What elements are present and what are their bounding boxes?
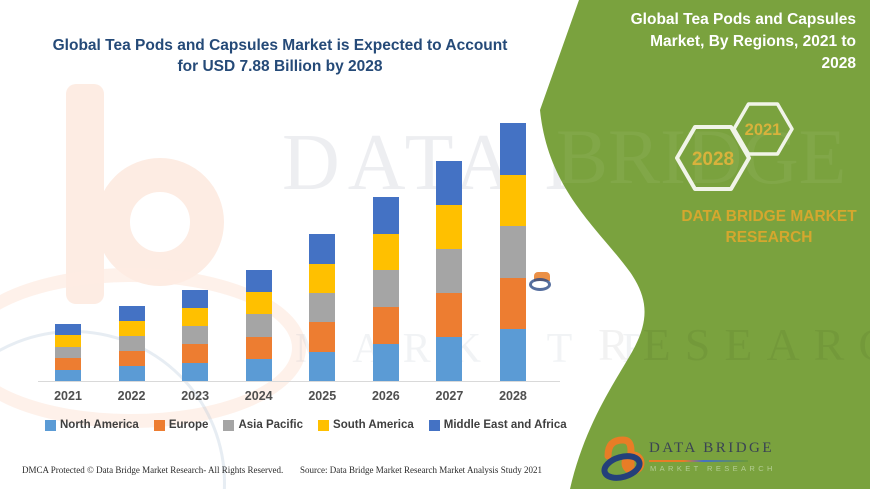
chart-title: Global Tea Pods and Capsules Market is E…: [40, 35, 520, 77]
legend-item-asia-pacific: Asia Pacific: [223, 419, 303, 431]
legend-item-middle-east-and-africa: Middle East and Africa: [428, 419, 567, 431]
bar-2027: [436, 160, 463, 381]
x-axis-label-2025: 2025: [308, 389, 337, 403]
footer-source-text: Source: Data Bridge Market Research Mark…: [300, 465, 542, 475]
legend-item-north-america: North America: [45, 419, 139, 431]
legend-swatch-asia-pacific: [223, 419, 235, 431]
bar-segment-2027-north-america: [436, 336, 463, 381]
bar-segment-2022-middle-east-and-africa: [118, 306, 145, 321]
bar-segment-2022-europe: [118, 350, 145, 366]
bar-segment-2023-asia-pacific: [182, 326, 209, 345]
bar-segment-2024-asia-pacific: [245, 314, 272, 337]
bar-2026: [372, 196, 399, 381]
banner-title-line2: Market, By Regions, 2021 to: [650, 33, 856, 50]
legend-swatch-middle-east-and-africa: [428, 419, 440, 431]
x-axis-label-2027: 2027: [435, 389, 464, 403]
bar-2023: [182, 289, 209, 381]
bar-segment-2027-europe: [436, 292, 463, 337]
legend: North America Europe Asia Pacific South Ame…: [45, 419, 570, 431]
bar-segment-2026-middle-east-and-africa: [372, 196, 399, 234]
bar-segment-2023-middle-east-and-africa: [182, 289, 209, 308]
legend-label-europe: Europe: [168, 419, 209, 431]
databridge-logo-underline: [649, 460, 748, 462]
bar-segment-2024-south-america: [245, 292, 272, 315]
chart-title-line2: for USD 7.88 Billion by 2028: [177, 58, 383, 75]
bar-segment-2026-europe: [372, 307, 399, 345]
bar-segment-2021-asia-pacific: [55, 346, 81, 359]
bar-2022: [118, 306, 145, 381]
legend-swatch-south-america: [318, 419, 330, 431]
legend-swatch-europe: [153, 419, 165, 431]
bar-segment-2025-north-america: [309, 351, 336, 381]
legend-swatch-north-america: [45, 419, 56, 431]
databridge-logo-name: DATA BRIDGE: [649, 440, 775, 456]
bars: 2021 2022 2023 2024 2025 2026 2027 2028: [54, 123, 527, 403]
bar-segment-2027-asia-pacific: [436, 248, 463, 293]
bar-segment-2028-north-america: [499, 329, 526, 381]
legend-label-south-america: South America: [333, 419, 414, 431]
legend-label-middle-east-and-africa: Middle East and Africa: [443, 419, 567, 431]
bar-segment-2024-middle-east-and-africa: [245, 270, 272, 293]
legend-item-south-america: South America: [318, 419, 414, 431]
bar-segment-2022-south-america: [118, 321, 145, 336]
bar-2028: [499, 123, 526, 381]
x-axis-line: [38, 381, 560, 382]
bar-segment-2028-middle-east-and-africa: [499, 123, 526, 175]
bar-2025: [309, 234, 336, 381]
bar-segment-2025-europe: [309, 322, 336, 352]
bar-segment-2026-north-america: [372, 344, 399, 381]
bar-segment-2025-asia-pacific: [309, 292, 336, 323]
legend-item-europe: Europe: [153, 419, 209, 431]
hexagon-2021: [732, 102, 794, 156]
databridge-logo-tagline: MARKET RESEARCH: [650, 464, 776, 473]
bar-segment-2023-europe: [182, 344, 209, 363]
x-axis-label-2026: 2026: [371, 389, 400, 403]
x-axis-label-2028: 2028: [499, 389, 527, 403]
chart-title-line1: Global Tea Pods and Capsules Market is E…: [52, 37, 508, 54]
bar-2024: [245, 270, 272, 381]
banner-title-line1: Global Tea Pods and Capsules: [630, 11, 856, 28]
banner-title: Global Tea Pods and Capsules Market, By …: [624, 9, 856, 75]
legend-label-north-america: North America: [60, 419, 139, 431]
bar-segment-2025-middle-east-and-africa: [309, 234, 336, 264]
hexagon-2028-label: 2028: [692, 149, 734, 170]
bar-segment-2022-asia-pacific: [118, 335, 145, 351]
x-axis-label-2023: 2023: [181, 389, 210, 403]
bar-segment-2025-south-america: [309, 263, 336, 293]
x-axis-label-2022: 2022: [117, 389, 146, 403]
banner-title-line3: 2028: [821, 55, 856, 72]
bar-segment-2023-south-america: [182, 307, 209, 327]
bar-segment-2027-middle-east-and-africa: [436, 160, 463, 205]
bar-segment-2028-europe: [499, 277, 526, 330]
hexagon-2028: [675, 125, 751, 191]
x-axis-label-2024: 2024: [244, 389, 273, 403]
x-axis-label-2021: 2021: [54, 389, 82, 403]
bar-segment-2024-north-america: [245, 358, 272, 381]
bar-segment-2022-north-america: [118, 365, 145, 381]
bar-segment-2028-asia-pacific: [499, 226, 526, 278]
footer-dmca-text: DMCA Protected © Data Bridge Market Rese…: [22, 465, 284, 475]
legend-label-asia-pacific: Asia Pacific: [238, 419, 304, 431]
bar-segment-2021-north-america: [55, 369, 81, 381]
databridge-logo-icon: [601, 436, 645, 481]
hexagon-2021-label: 2021: [745, 121, 782, 139]
bar-segment-2021-south-america: [55, 335, 81, 347]
bar-segment-2028-south-america: [499, 174, 526, 227]
banner-brand-text: DATA BRIDGE MARKET RESEARCH: [681, 208, 857, 246]
bar-segment-2021-middle-east-and-africa: [55, 323, 81, 336]
bar-segment-2021-europe: [55, 358, 81, 370]
bar-segment-2026-south-america: [372, 233, 399, 271]
bar-2021: [55, 323, 81, 381]
bar-segment-2027-south-america: [436, 204, 463, 249]
bar-segment-2023-north-america: [182, 362, 209, 381]
bar-segment-2026-asia-pacific: [372, 270, 399, 308]
bar-segment-2024-europe: [245, 336, 272, 359]
